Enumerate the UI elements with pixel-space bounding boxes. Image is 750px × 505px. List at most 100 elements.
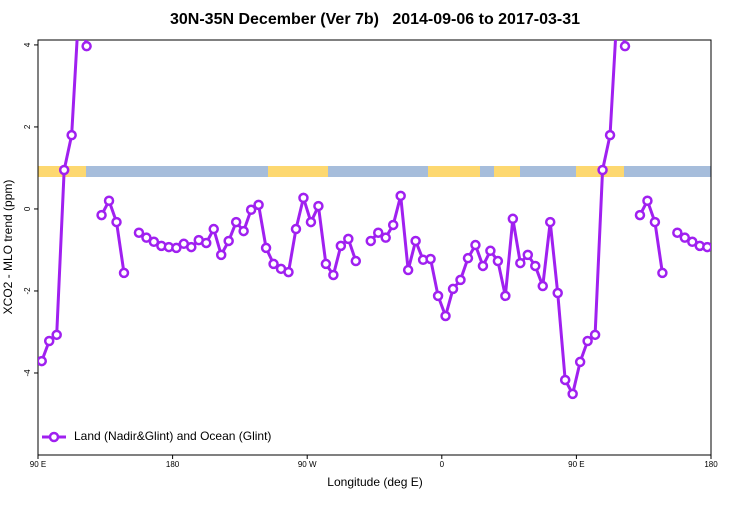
- data-point: [365, 235, 377, 247]
- data-point: [642, 195, 653, 207]
- chart-title: 30N-35N December (Ver 7b) 2014-09-06 to …: [170, 11, 580, 28]
- data-point: [260, 242, 272, 254]
- data-point: [58, 164, 70, 176]
- data-point: [515, 257, 526, 269]
- data-point: [335, 240, 347, 252]
- x-tick-label: 90 E: [30, 460, 46, 469]
- data-point: [103, 195, 115, 207]
- y-tick-label: 2: [23, 124, 32, 129]
- data-point: [305, 216, 317, 228]
- data-point: [672, 227, 683, 238]
- data-point: [253, 199, 264, 211]
- data-point: [492, 255, 504, 267]
- data-point: [440, 310, 451, 322]
- data-point: [589, 329, 601, 341]
- x-tick-label: 90 E: [568, 460, 584, 469]
- data-point: [470, 239, 481, 251]
- data-point: [544, 216, 556, 228]
- data-point: [141, 232, 152, 243]
- data-point: [96, 209, 107, 221]
- data-point: [38, 355, 47, 367]
- y-axis-label: XCO2 - MLO trend (ppm): [1, 180, 15, 315]
- data-point: [530, 260, 541, 272]
- plot-frame: [37, 39, 712, 456]
- data-point: [298, 192, 309, 204]
- data-point: [372, 227, 384, 238]
- data-point: [702, 241, 711, 253]
- data-point: [111, 216, 122, 228]
- data-point: [455, 274, 466, 286]
- data-point: [328, 269, 339, 281]
- data-point: [574, 356, 586, 368]
- data-point: [215, 249, 227, 261]
- data-point: [402, 264, 414, 276]
- data-point: [238, 225, 249, 237]
- data-point: [425, 253, 436, 265]
- data-point: [66, 129, 77, 141]
- data-point: [500, 290, 511, 302]
- data-point: [634, 209, 646, 221]
- x-tick-label: 0: [440, 460, 445, 469]
- legend-marker: [48, 431, 60, 443]
- data-point: [559, 374, 571, 386]
- data-point: [522, 249, 534, 261]
- data-point: [171, 242, 182, 254]
- data-point: [320, 258, 332, 270]
- data-point: [679, 232, 691, 243]
- data-point: [537, 280, 548, 292]
- data-point: [552, 287, 563, 299]
- x-tick-label: 90 W: [298, 460, 317, 469]
- data-point: [387, 219, 399, 231]
- series-line: [369, 40, 627, 399]
- data-point: [81, 40, 92, 52]
- data-point: [133, 227, 145, 238]
- data-point: [268, 258, 279, 270]
- y-tick-label: 0: [23, 206, 32, 211]
- series-line: [40, 40, 89, 362]
- data-point: [462, 252, 474, 264]
- x-tick-label: 180: [704, 460, 718, 469]
- data-point: [313, 200, 324, 212]
- x-tick-label: 180: [166, 460, 180, 469]
- data-point: [507, 213, 519, 225]
- legend-label: Land (Nadir&Glint) and Ocean (Glint): [74, 429, 271, 443]
- data-point: [582, 335, 593, 347]
- data-point: [649, 216, 661, 228]
- data-point: [148, 236, 160, 248]
- data-point: [485, 245, 496, 257]
- series-line: [100, 196, 126, 274]
- data-point: [230, 216, 242, 228]
- land-ocean-band: [38, 166, 711, 177]
- data-point: [477, 260, 489, 272]
- series-line: [638, 196, 664, 274]
- data-point: [75, 0, 83, 8]
- data-point: [432, 290, 444, 302]
- data-point: [657, 267, 668, 279]
- data-point: [410, 235, 421, 247]
- data-point: [350, 255, 362, 267]
- data-point: [395, 190, 406, 202]
- data-point: [283, 266, 294, 278]
- data-point: [245, 204, 257, 216]
- data-point: [604, 129, 616, 141]
- data-point: [597, 164, 608, 176]
- y-tick-label: -4: [23, 369, 32, 377]
- data-point: [51, 329, 62, 341]
- data-point: [43, 335, 55, 347]
- data-point: [290, 223, 302, 235]
- data-point: [343, 233, 354, 245]
- data-point: [614, 0, 622, 8]
- plot-area: [38, 0, 711, 400]
- data-point: [687, 236, 698, 248]
- data-point: [208, 223, 219, 235]
- data-point: [186, 241, 197, 253]
- data-point: [619, 40, 631, 52]
- y-tick-label: -2: [23, 287, 32, 295]
- x-axis-label: Longitude (deg E): [327, 475, 422, 489]
- data-point: [223, 235, 234, 247]
- data-point: [118, 267, 130, 279]
- y-tick-label: 4: [23, 42, 32, 47]
- data-point: [447, 283, 459, 295]
- data-point: [201, 237, 212, 249]
